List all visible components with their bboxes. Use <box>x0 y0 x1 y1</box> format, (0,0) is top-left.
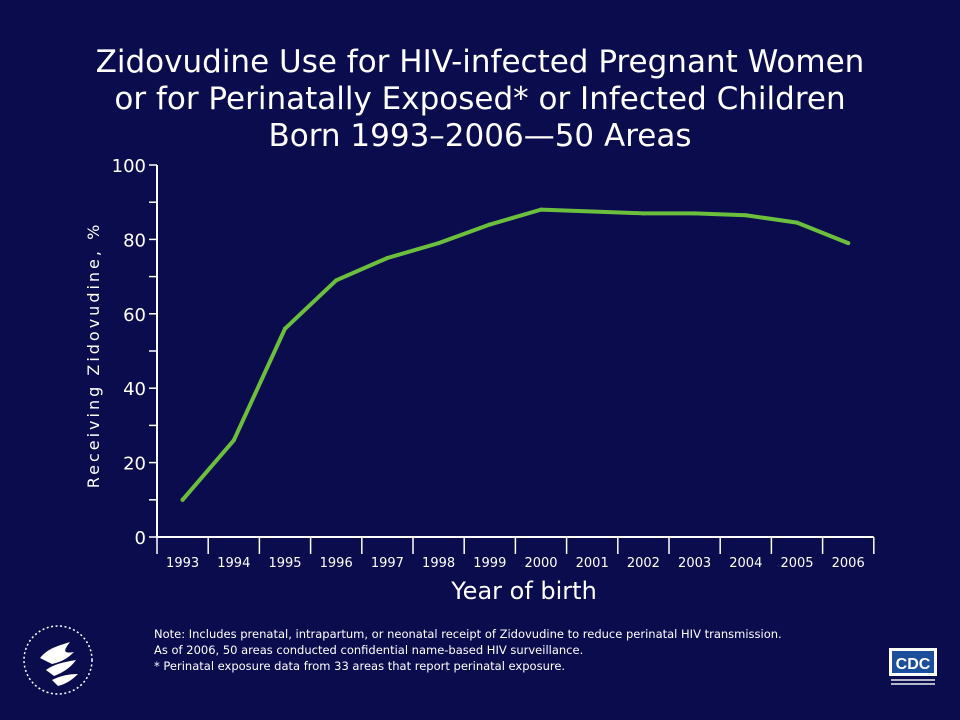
title-line-2: or for Perinatally Exposed* or Infected … <box>114 81 846 117</box>
hhs-eagle-seal-icon <box>23 625 93 695</box>
x-tick-label-1994: 1994 <box>217 556 250 571</box>
chart-axes <box>156 165 874 538</box>
data-point-2004 <box>743 213 748 218</box>
y-tick-label-20: 20 <box>123 454 146 475</box>
title-line-1: Zidovudine Use for HIV-infected Pregnant… <box>95 44 865 80</box>
x-tick-label-2006: 2006 <box>832 556 865 571</box>
cdc-logo: CDC <box>889 648 937 685</box>
y-tick-label-40: 40 <box>123 379 146 400</box>
y-tick-label-60: 60 <box>123 305 146 326</box>
note-line-1: Note: Includes prenatal, intrapartum, or… <box>154 627 782 641</box>
footnotes: Note: Includes prenatal, intrapartum, or… <box>154 626 874 674</box>
series-zidovudine <box>180 207 851 502</box>
note-line-2: As of 2006, 50 areas conducted confident… <box>154 643 584 657</box>
x-axis-ticks: 1993 1994 1995 1996 1997 1998 1999 2000 2001 2002… <box>156 537 875 571</box>
chart-title: Zidovudine Use for HIV-infected Pregnant… <box>60 44 900 155</box>
x-tick-label-1993: 1993 <box>166 556 199 571</box>
data-point-1999 <box>487 222 492 227</box>
x-axis-label: Year of birth <box>450 577 597 605</box>
y-axis-label: Receiving Zidovudine, % <box>84 222 103 489</box>
x-tick-label-2002: 2002 <box>627 556 660 571</box>
x-tick-label-1995: 1995 <box>268 556 301 571</box>
x-tick-label-1999: 1999 <box>473 556 506 571</box>
data-point-1993 <box>180 497 185 502</box>
x-tick-label-2004: 2004 <box>729 556 762 571</box>
x-tick-label-1997: 1997 <box>371 556 404 571</box>
data-point-2005 <box>795 220 799 225</box>
x-tick-label-2005: 2005 <box>780 556 813 571</box>
series-line <box>180 207 851 502</box>
x-tick-label-1996: 1996 <box>320 556 353 571</box>
data-point-1998 <box>436 241 441 246</box>
data-point-1996 <box>334 278 339 283</box>
cdc-logo-text: CDC <box>896 656 931 673</box>
data-point-2006 <box>846 241 851 246</box>
x-tick-label-2003: 2003 <box>678 556 711 571</box>
data-point-2002 <box>641 211 646 216</box>
y-axis-ticks: 0 20 40 60 80 100 <box>112 156 157 549</box>
x-tick-label-2001: 2001 <box>576 556 609 571</box>
data-point-1995 <box>283 326 287 331</box>
data-point-2001 <box>590 209 595 214</box>
title-line-3: Born 1993–2006—50 Areas <box>268 118 692 154</box>
data-point-2003 <box>692 211 697 216</box>
x-tick-label-2000: 2000 <box>524 556 557 571</box>
x-tick-label-1998: 1998 <box>422 556 455 571</box>
note-line-3: * Perinatal exposure data from 33 areas … <box>154 659 566 673</box>
y-tick-label-0: 0 <box>135 528 146 549</box>
data-point-1994 <box>231 438 236 443</box>
y-tick-label-80: 80 <box>123 230 146 251</box>
y-tick-label-100: 100 <box>112 156 146 177</box>
data-point-2000 <box>539 207 543 212</box>
data-point-1997 <box>385 256 390 260</box>
